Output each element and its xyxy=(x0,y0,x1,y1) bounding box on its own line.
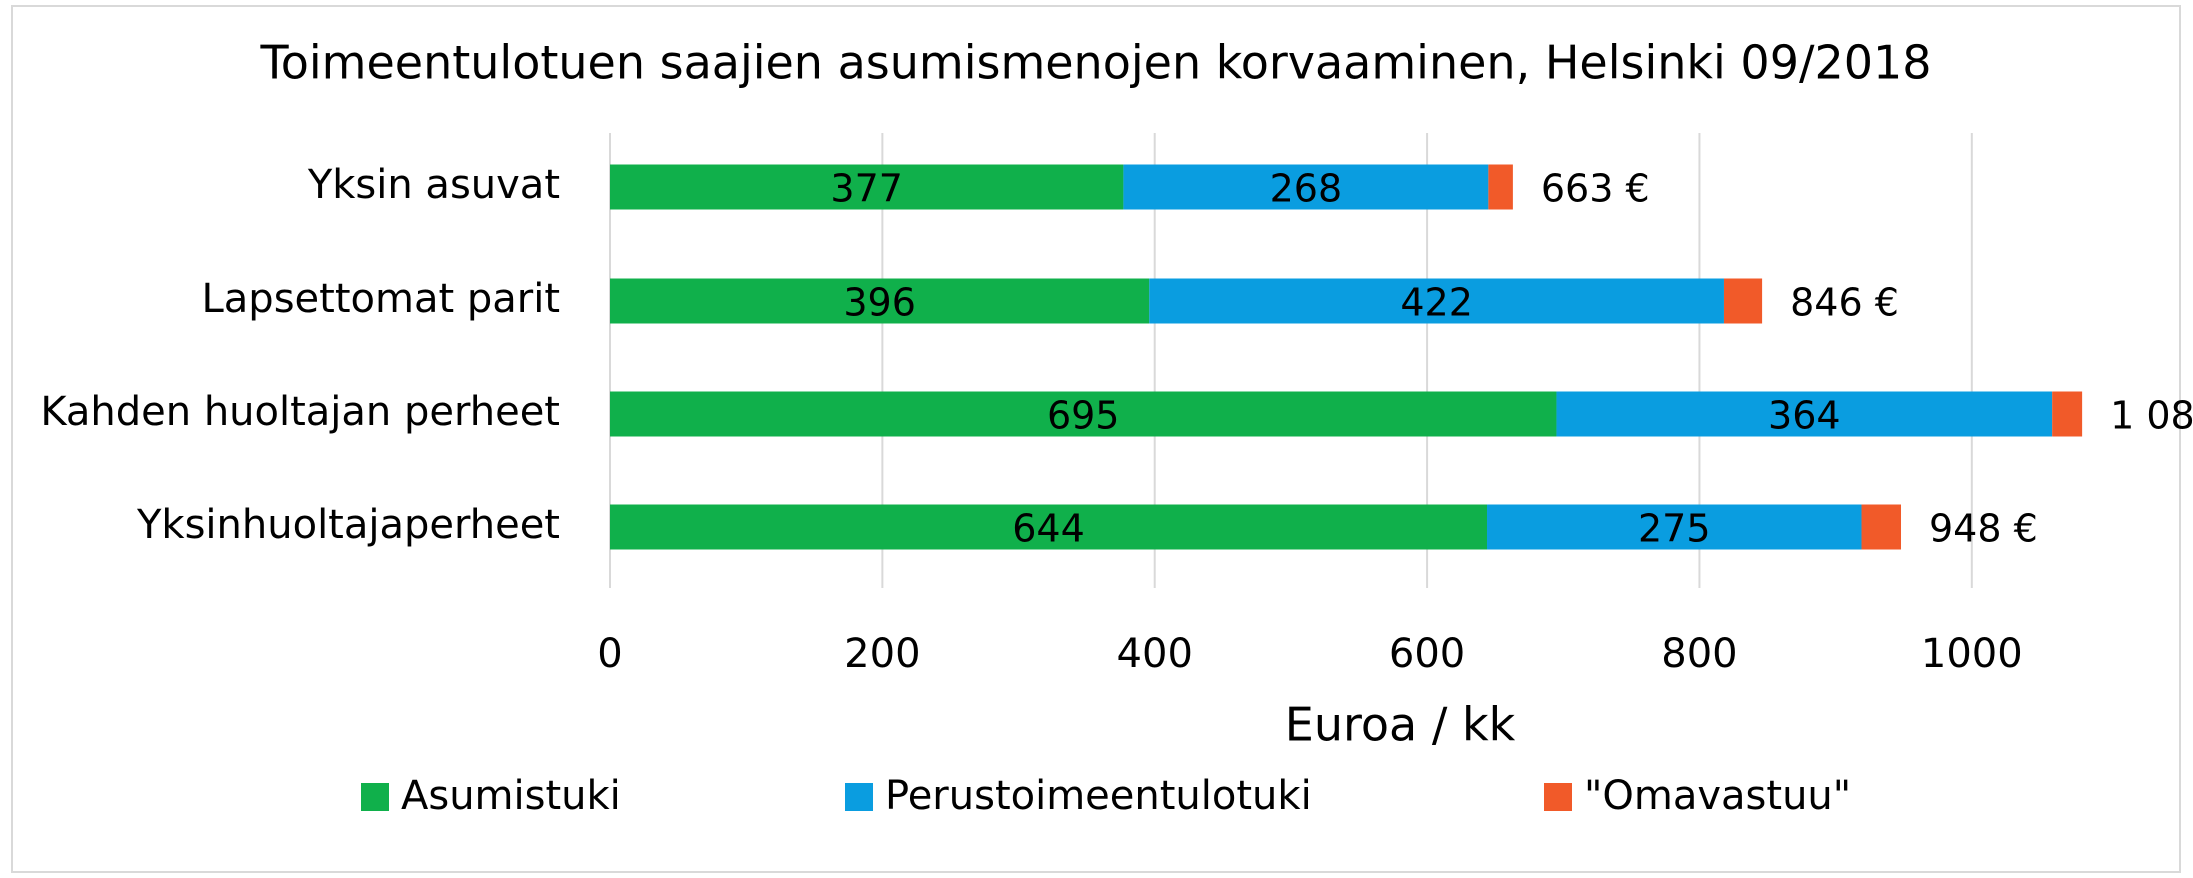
bar-segment xyxy=(1123,164,1489,210)
bar-segment xyxy=(1723,278,1763,324)
total-label: 948 € xyxy=(1929,507,2038,551)
legend-swatch xyxy=(361,783,389,811)
category-label: Lapsettomat parit xyxy=(202,276,561,322)
legend-label: Perustoimeentulotuki xyxy=(885,773,1312,819)
data-label: 644 xyxy=(1012,507,1085,551)
data-label: 268 xyxy=(1270,167,1343,211)
x-tick-label: 200 xyxy=(844,631,920,677)
category-label: Yksin asuvat xyxy=(307,162,560,208)
bar-segment xyxy=(610,504,1488,550)
bar-segment xyxy=(1149,278,1724,324)
category-label: Kahden huoltajan perheet xyxy=(40,389,560,435)
data-label: 364 xyxy=(1768,394,1841,438)
data-label: 422 xyxy=(1400,281,1473,325)
data-label: 275 xyxy=(1638,507,1711,551)
legend-swatch xyxy=(845,783,873,811)
data-label: 396 xyxy=(843,281,916,325)
total-label: 663 € xyxy=(1541,167,1650,211)
data-label: 377 xyxy=(830,167,903,211)
category-label: Yksinhuoltajaperheet xyxy=(136,502,560,548)
legend-label: Asumistuki xyxy=(401,773,621,819)
data-label: 695 xyxy=(1047,394,1120,438)
total-label: 846 € xyxy=(1790,281,1899,325)
bar-segment xyxy=(1488,164,1513,210)
chart-frame xyxy=(11,5,2181,873)
x-tick-label: 1000 xyxy=(1921,631,2023,677)
x-tick-label: 400 xyxy=(1117,631,1193,677)
bar-segment xyxy=(1861,504,1902,550)
chart-title: Toimeentulotuen saajien asumismenojen ko… xyxy=(259,36,1931,90)
legend-label: "Omavastuu" xyxy=(1584,773,1851,819)
bar-segment xyxy=(1556,391,2053,437)
bar-segment xyxy=(610,164,1124,210)
x-tick-label: 800 xyxy=(1661,631,1737,677)
bar-segment xyxy=(2052,391,2083,437)
x-tick-label: 600 xyxy=(1389,631,1465,677)
bar-segment xyxy=(610,391,1557,437)
bar-segment xyxy=(1487,504,1862,550)
x-axis-title: Euroa / kk xyxy=(1285,698,1516,752)
legend-swatch xyxy=(1544,783,1572,811)
bar-segment xyxy=(610,278,1150,324)
total-label: 1 081 € xyxy=(2110,394,2193,438)
x-tick-label: 0 xyxy=(597,631,622,677)
